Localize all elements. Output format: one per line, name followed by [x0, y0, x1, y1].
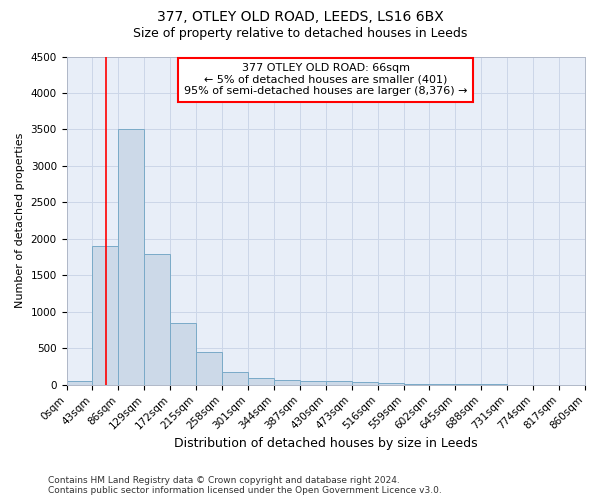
X-axis label: Distribution of detached houses by size in Leeds: Distribution of detached houses by size …	[174, 437, 478, 450]
Bar	[92, 246, 118, 385]
Bar	[430, 384, 455, 385]
Bar	[404, 384, 430, 385]
Text: 377, OTLEY OLD ROAD, LEEDS, LS16 6BX: 377, OTLEY OLD ROAD, LEEDS, LS16 6BX	[157, 10, 443, 24]
Text: Contains HM Land Registry data © Crown copyright and database right 2024.
Contai: Contains HM Land Registry data © Crown c…	[48, 476, 442, 495]
Text: Size of property relative to detached houses in Leeds: Size of property relative to detached ho…	[133, 28, 467, 40]
Bar	[67, 381, 92, 385]
Y-axis label: Number of detached properties: Number of detached properties	[15, 133, 25, 308]
Bar	[326, 381, 352, 385]
Bar	[196, 352, 222, 385]
Bar	[377, 384, 404, 385]
Bar	[248, 378, 274, 385]
Bar	[352, 382, 377, 385]
Bar	[144, 254, 170, 385]
Bar	[118, 130, 144, 385]
Bar	[274, 380, 300, 385]
Bar	[222, 372, 248, 385]
Text: 377 OTLEY OLD ROAD: 66sqm
← 5% of detached houses are smaller (401)
95% of semi-: 377 OTLEY OLD ROAD: 66sqm ← 5% of detach…	[184, 63, 467, 96]
Bar	[170, 323, 196, 385]
Bar	[455, 384, 481, 385]
Bar	[300, 381, 326, 385]
